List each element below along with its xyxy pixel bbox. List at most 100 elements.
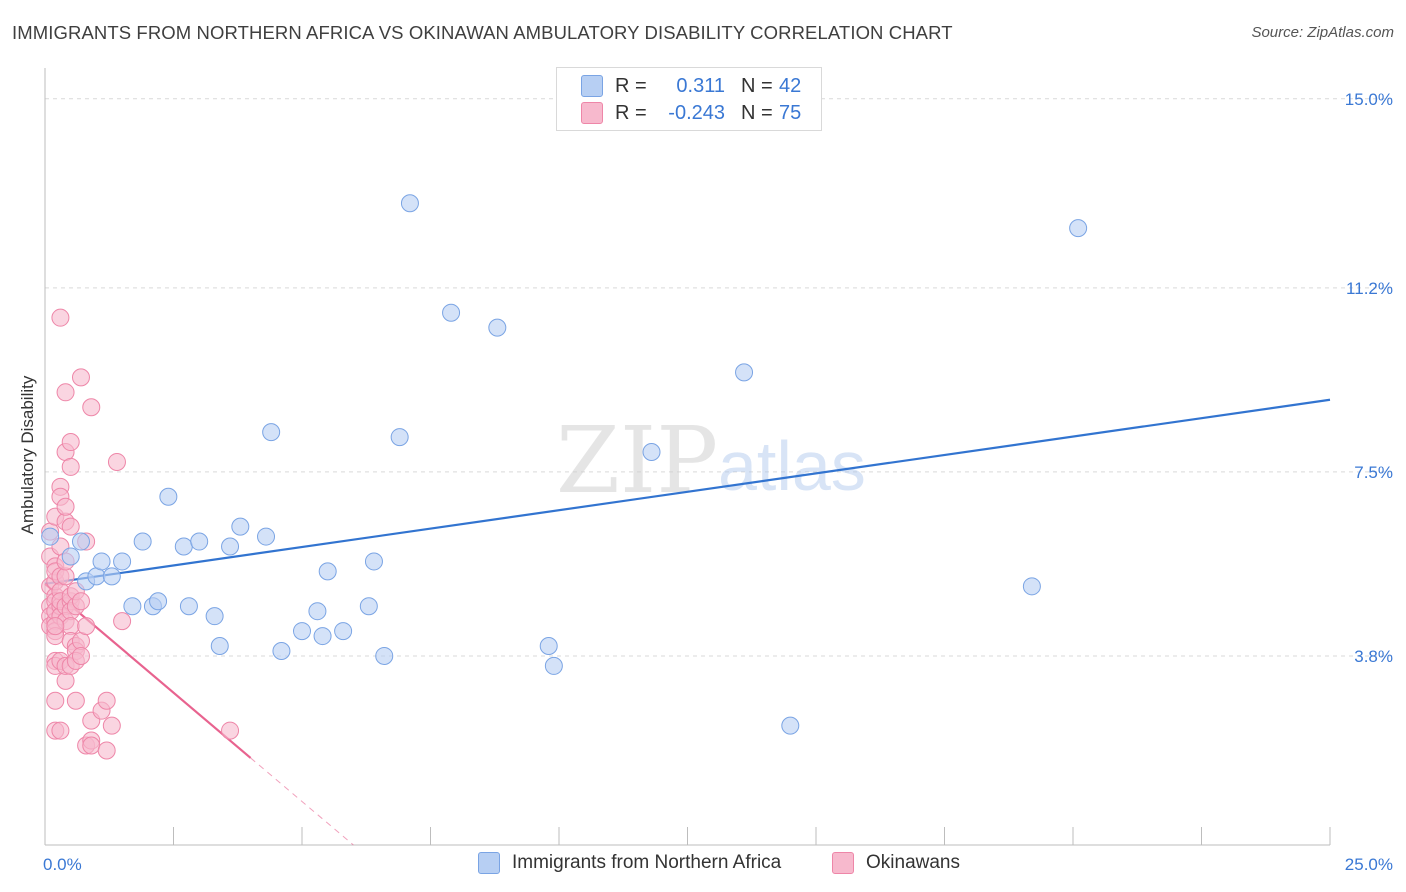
okinawans-point	[77, 617, 96, 636]
okinawans-point	[221, 721, 240, 740]
legend-swatch-pink	[832, 852, 854, 874]
immigrants-point	[262, 423, 281, 442]
okinawans-point	[46, 691, 65, 710]
n-label: N =	[741, 74, 773, 97]
immigrants-point	[390, 428, 409, 447]
okinawans-point	[71, 646, 90, 665]
immigrants-point	[272, 641, 291, 660]
correlation-legend: R = 0.311 N = 42 R = -0.243 N = 75	[556, 67, 822, 131]
immigrants-points	[41, 194, 1088, 735]
immigrants-point	[61, 547, 80, 566]
okinawans-point	[46, 617, 65, 636]
legend-row-okinawans: R = -0.243 N = 75	[581, 101, 801, 125]
immigrants-point	[1069, 219, 1088, 238]
okinawans-point	[61, 433, 80, 452]
immigrants-point	[113, 552, 132, 571]
okinawans-point	[56, 497, 75, 516]
y-tick-label: 3.8%	[1354, 647, 1393, 666]
legend-row-immigrants: R = 0.311 N = 42	[581, 74, 801, 98]
r-value: -0.243	[668, 101, 725, 124]
legend-label: Okinawans	[866, 852, 960, 873]
okinawans-point	[71, 592, 90, 611]
watermark: ZIP atlas	[556, 407, 866, 514]
legend-item-immigrants[interactable]: Immigrants from Northern Africa	[478, 852, 781, 874]
immigrants-point	[71, 532, 90, 551]
okinawans-point	[113, 612, 132, 631]
okinawans-point	[107, 452, 126, 471]
y-tick-label: 15.0%	[1345, 90, 1393, 109]
immigrants-point	[313, 627, 332, 646]
immigrants-point	[488, 318, 507, 337]
immigrants-point	[544, 656, 563, 675]
y-tick-label: 7.5%	[1354, 463, 1393, 482]
immigrants-point	[221, 537, 240, 556]
n-value: 42	[779, 74, 802, 97]
y-tick-label: 11.2%	[1346, 279, 1393, 298]
immigrants-point	[205, 607, 224, 626]
immigrants-point	[190, 532, 209, 551]
watermark-atlas: atlas	[718, 427, 866, 505]
r-label: R =	[615, 101, 647, 124]
immigrants-point	[735, 363, 754, 382]
okinawans-point	[102, 716, 121, 735]
okinawans-point	[51, 721, 70, 740]
okinawans-point	[61, 457, 80, 476]
immigrants-point	[364, 552, 383, 571]
chart-title: IMMIGRANTS FROM NORTHERN AFRICA VS OKINA…	[12, 22, 953, 43]
immigrants-point	[781, 716, 800, 735]
r-label: R =	[615, 74, 647, 97]
legend-swatch-pink	[581, 102, 603, 124]
okinawans-point	[56, 383, 75, 402]
series-legend: Immigrants from Northern Africa Okinawan…	[0, 852, 1406, 878]
axes	[44, 68, 1331, 846]
immigrants-point	[359, 597, 378, 616]
okinawans-point	[97, 691, 116, 710]
n-value: 75	[779, 101, 802, 124]
legend-item-okinawans[interactable]: Okinawans	[832, 852, 960, 874]
okinawans-point	[71, 368, 90, 387]
immigrants-point	[400, 194, 419, 213]
immigrants-point	[442, 303, 461, 322]
immigrants-point	[92, 552, 111, 571]
immigrants-point	[308, 602, 327, 621]
okinawans-point	[82, 398, 101, 417]
immigrants-point	[87, 567, 106, 586]
immigrants-point	[334, 622, 353, 641]
okinawans-points	[41, 308, 240, 760]
legend-swatch-blue	[478, 852, 500, 874]
immigrants-point	[159, 487, 178, 506]
okinawans-trend-extension	[250, 757, 354, 846]
legend-label: Immigrants from Northern Africa	[512, 852, 782, 873]
immigrants-point	[210, 637, 229, 656]
okinawans-point	[82, 736, 101, 755]
watermark-zip: ZIP	[556, 407, 718, 514]
okinawans-point	[97, 741, 116, 760]
x-tick-label-max: 25.0%	[1345, 855, 1393, 874]
immigrants-point	[123, 597, 142, 616]
okinawans-point	[66, 691, 85, 710]
immigrants-point	[133, 532, 152, 551]
okinawans-point	[51, 308, 70, 327]
immigrants-point	[102, 567, 121, 586]
n-label: N =	[741, 101, 773, 124]
immigrants-point	[293, 622, 311, 641]
immigrants-point	[539, 637, 558, 656]
immigrants-point	[179, 597, 198, 616]
legend-swatch-blue	[581, 75, 603, 97]
immigrants-trend-line	[44, 398, 1331, 585]
immigrants-point	[375, 646, 394, 665]
immigrants-point	[642, 443, 661, 461]
immigrants-point	[149, 592, 168, 611]
tick-labels: 3.8% 7.5% 11.2% 15.0% 0.0% 25.0%	[43, 90, 1393, 874]
immigrants-point	[174, 537, 193, 556]
okinawans-point	[61, 517, 80, 536]
immigrants-point	[1022, 577, 1041, 596]
chart-source: Source: ZipAtlas.com	[1251, 24, 1394, 41]
immigrants-point	[318, 562, 337, 581]
immigrants-point	[257, 527, 276, 546]
immigrants-point	[231, 517, 250, 536]
x-tick-label-min: 0.0%	[43, 855, 82, 874]
immigrants-point	[41, 527, 60, 546]
r-value: 0.311	[676, 74, 725, 97]
